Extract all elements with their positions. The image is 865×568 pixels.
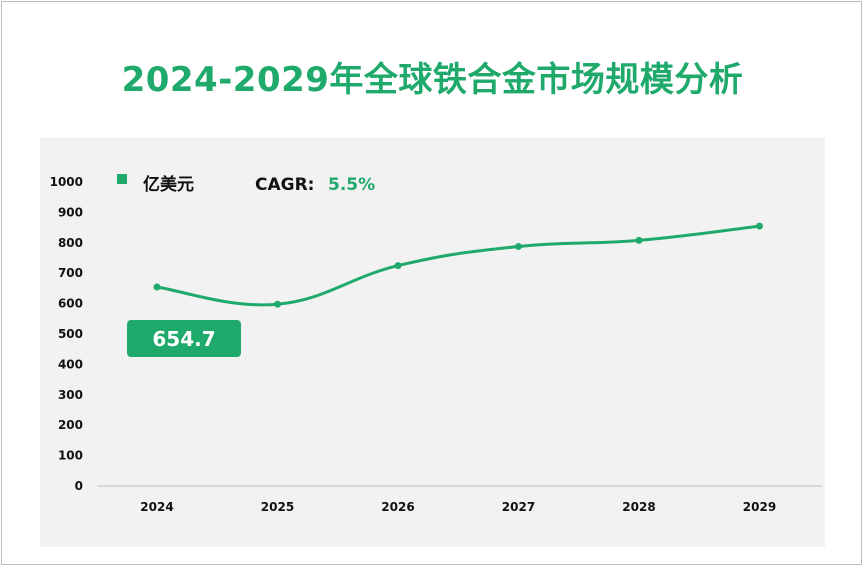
x-tick-label: 2026 (381, 500, 414, 514)
y-tick-label: 300 (58, 388, 83, 402)
x-tick-label: 2024 (140, 500, 173, 514)
data-point (153, 283, 161, 291)
callout-box (127, 320, 241, 357)
legend-label: 亿美元 (143, 174, 194, 195)
square-marker-icon (117, 174, 127, 184)
data-point (635, 236, 643, 244)
x-tick-label: 2029 (743, 500, 776, 514)
y-tick-label: 500 (58, 327, 83, 341)
data-point (756, 222, 763, 230)
x-tick-label: 2028 (622, 500, 655, 514)
data-point (394, 262, 402, 270)
cagr-label: CAGR: (255, 175, 314, 195)
y-tick-label: 100 (58, 449, 83, 463)
series-line (156, 224, 760, 307)
y-tick-label: 200 (58, 418, 83, 432)
x-tick-label: 2025 (261, 500, 294, 514)
y-tick-label: 1000 (50, 175, 83, 189)
y-tick-label: 800 (58, 236, 83, 250)
y-tick-label: 400 (58, 357, 83, 371)
cagr-value: 5.5% (328, 175, 375, 195)
y-tick-label: 900 (58, 205, 83, 219)
data-point (515, 242, 522, 250)
y-tick-label: 600 (58, 297, 83, 311)
chart-title: 2024-2029年全球铁合金市场规模分析 (121, 60, 744, 100)
y-tick-label: 0 (75, 479, 83, 493)
callout-value: 654.7 (152, 327, 215, 351)
data-point (274, 300, 281, 308)
y-tick-label: 700 (58, 266, 83, 280)
x-tick-label: 2027 (502, 500, 535, 514)
